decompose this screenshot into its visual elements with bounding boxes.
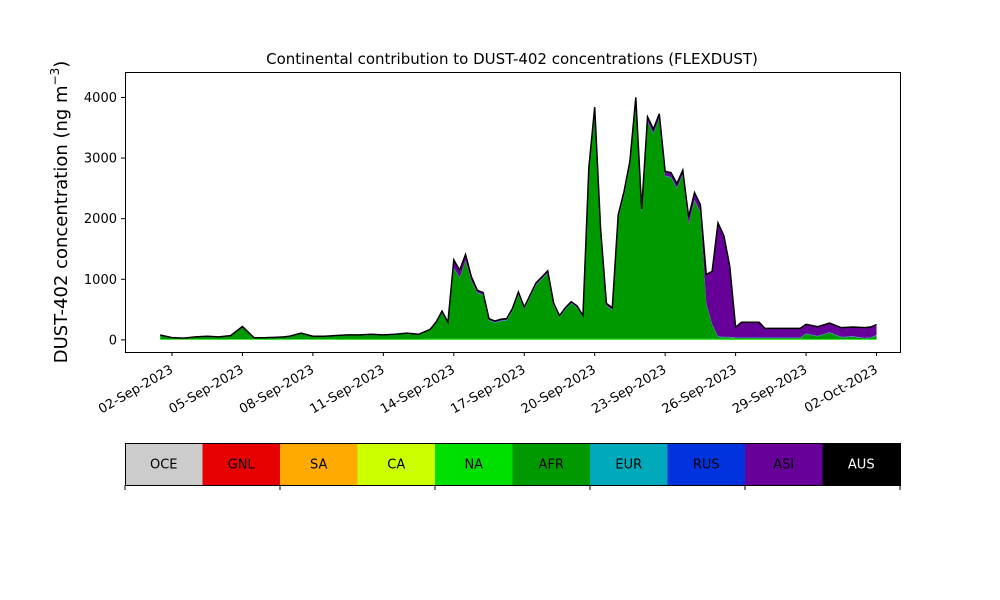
legend-swatch-sa <box>280 443 358 485</box>
legend-swatch-aus <box>822 443 901 485</box>
legend-label-gnl: GNL <box>228 458 256 473</box>
x-tick-label-2023-10-02: 02-Oct-2023 <box>802 362 880 416</box>
x-tick-label-2023-09-17: 17-Sep-2023 <box>448 362 528 417</box>
y-tick-label-1000: 1000 <box>84 273 117 288</box>
x-tick-label-2023-09-14: 14-Sep-2023 <box>378 362 458 417</box>
x-tick-label-2023-09-26: 26-Sep-2023 <box>660 362 740 417</box>
legend-swatch-rus <box>667 443 746 485</box>
legend-swatch-ca <box>357 443 436 485</box>
legend-swatch-oce <box>125 443 203 485</box>
legend-label-oce: OCE <box>150 458 178 473</box>
legend-colorbar: OCE GNL SA CA NA AFR EUR RUS ASI AUS <box>124 443 901 490</box>
legend-label-aus: AUS <box>848 458 875 473</box>
x-tick-label-2023-09-11: 11-Sep-2023 <box>308 362 388 417</box>
y-axis-label-close: ) <box>51 61 72 68</box>
y-axis-label: DUST-402 concentration (ng m−3) <box>48 61 72 364</box>
x-tick-label-2023-09-23: 23-Sep-2023 <box>589 362 669 417</box>
legend-label-afr: AFR <box>539 458 564 473</box>
x-axis: 02-Sep-202305-Sep-202308-Sep-202311-Sep-… <box>96 352 881 417</box>
x-tick-label-2023-09-08: 08-Sep-2023 <box>237 362 317 417</box>
total-line-layer <box>160 97 877 339</box>
y-tick-label-3000: 3000 <box>84 152 117 167</box>
y-tick-label-2000: 2000 <box>84 212 117 227</box>
chart-title: Continental contribution to DUST-402 con… <box>266 50 758 68</box>
legend-frame <box>125 443 901 486</box>
x-tick-label-2023-09-20: 20-Sep-2023 <box>519 362 599 417</box>
x-tick-label-2023-09-29: 29-Sep-2023 <box>730 362 810 417</box>
x-tick-label-2023-09-02: 02-Sep-2023 <box>96 362 176 417</box>
total-concentration-line <box>160 97 877 339</box>
legend-label-asi: ASI <box>773 458 794 473</box>
legend-label-ca: CA <box>387 458 405 473</box>
plot-frame <box>125 72 901 353</box>
stacked-areas <box>160 97 877 340</box>
legend-swatch-eur <box>590 443 668 485</box>
y-axis-label-main: DUST-402 concentration (ng m <box>51 85 72 363</box>
y-axis: 0 1000 2000 3000 4000 <box>84 91 125 348</box>
y-tick-label-0: 0 <box>109 333 117 348</box>
legend-swatch-na <box>435 443 513 485</box>
legend-swatch-asi <box>745 443 823 485</box>
legend-label-na: NA <box>464 458 483 473</box>
area-afr <box>160 102 877 340</box>
y-axis-label-exponent: −3 <box>48 68 62 86</box>
legend-label-rus: RUS <box>693 458 720 473</box>
x-tick-label-2023-09-05: 05-Sep-2023 <box>167 362 247 417</box>
legend-swatch-afr <box>512 443 591 485</box>
legend-label-eur: EUR <box>615 458 642 473</box>
y-tick-label-4000: 4000 <box>84 91 117 106</box>
area-na <box>160 338 877 340</box>
legend-swatch-gnl <box>202 443 281 485</box>
legend-label-sa: SA <box>310 458 327 473</box>
